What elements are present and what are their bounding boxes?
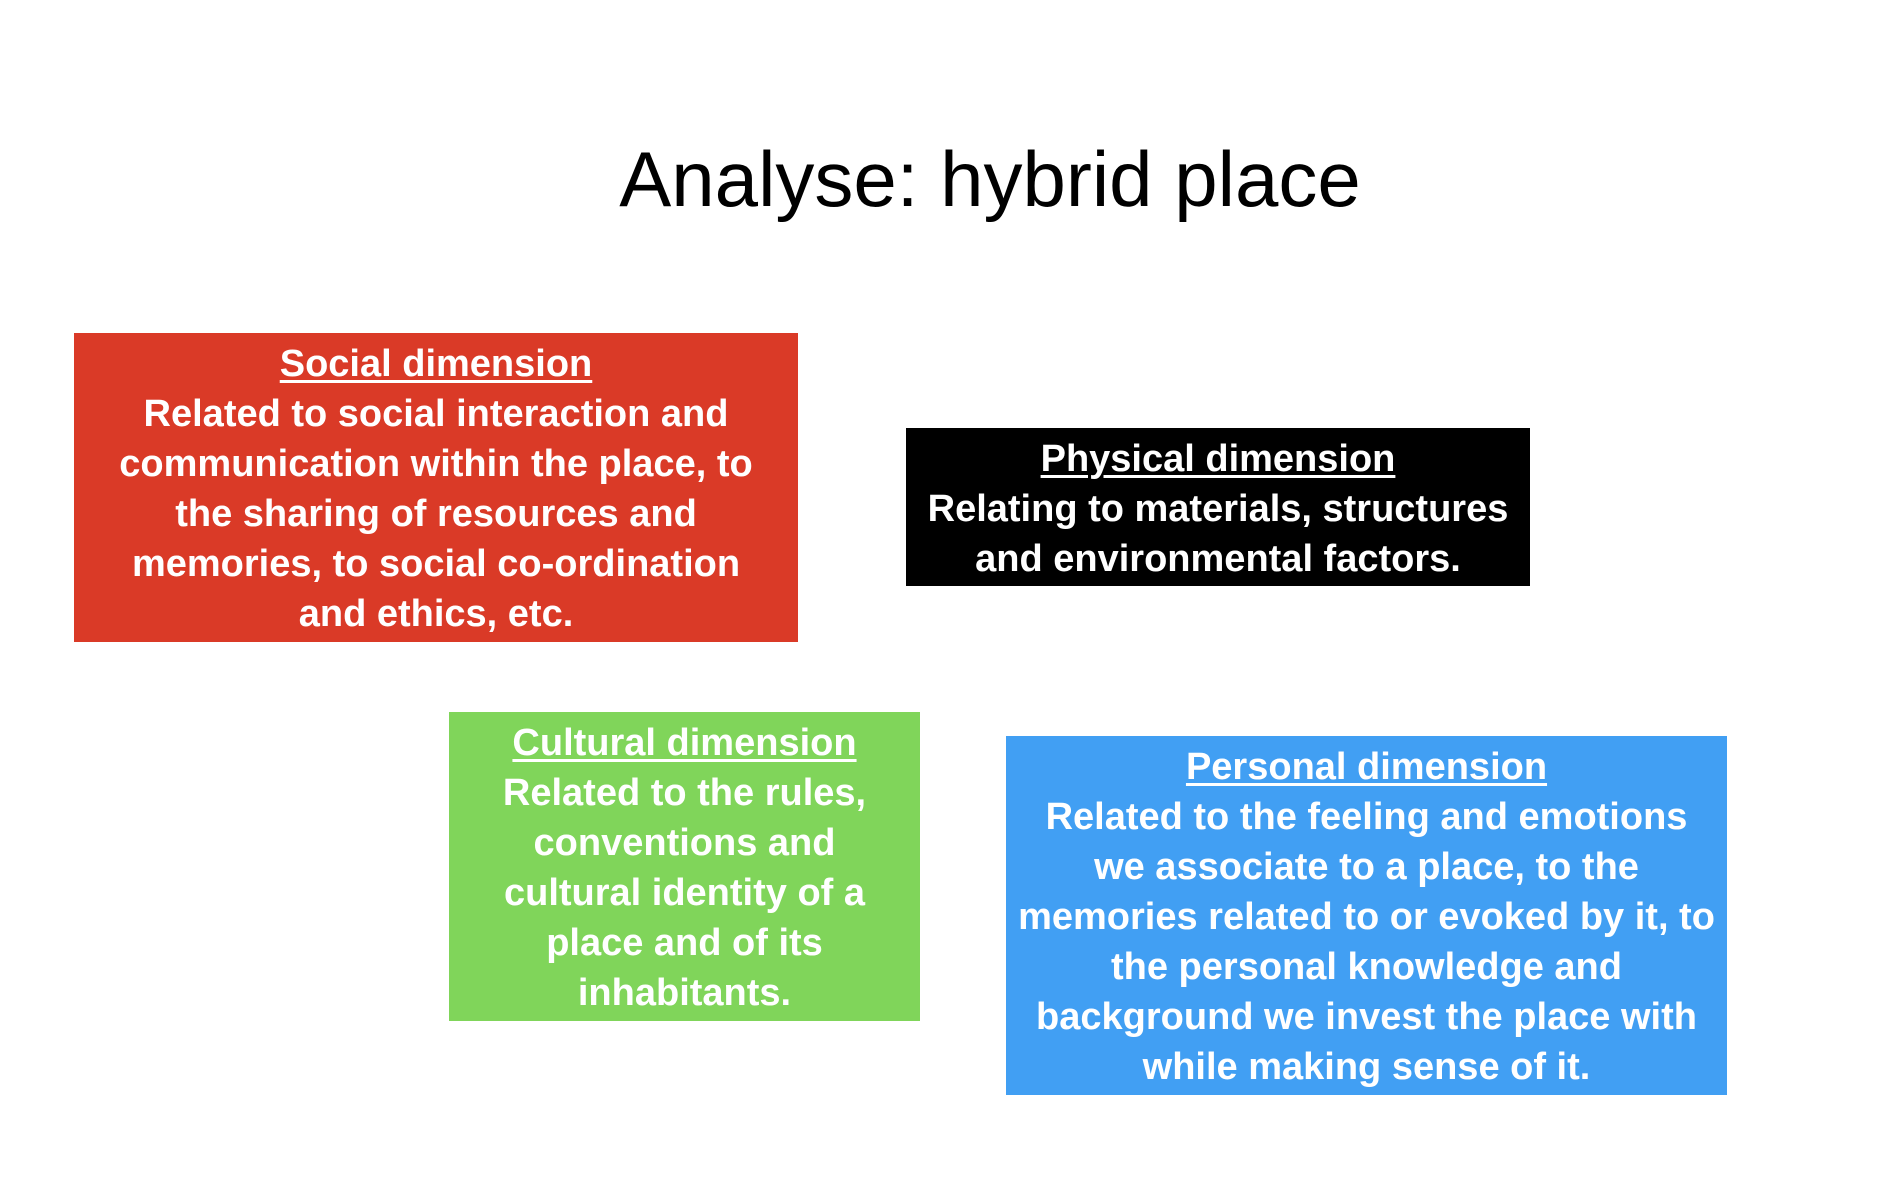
- cultural-dimension-box: Cultural dimension Related to the rules,…: [449, 712, 920, 1021]
- slide-title-container: Analyse: hybrid place: [480, 140, 1500, 240]
- personal-dimension-heading: Personal dimension: [1185, 746, 1548, 788]
- cultural-dimension-heading: Cultural dimension: [512, 722, 857, 764]
- physical-dimension-heading: Physical dimension: [1040, 438, 1396, 480]
- social-dimension-text: Related to social interaction and commun…: [119, 393, 753, 635]
- slide-title: Analyse: hybrid place: [619, 135, 1361, 223]
- social-dimension-heading: Social dimension: [279, 343, 593, 385]
- social-dimension-box: Social dimension Related to social inter…: [74, 333, 798, 642]
- physical-dimension-text: Relating to materials, structures and en…: [927, 488, 1509, 580]
- cultural-dimension-text: Related to the rules, conventions and cu…: [502, 772, 867, 1014]
- personal-dimension-text: Related to the feeling and emotions we a…: [1018, 796, 1715, 1088]
- physical-dimension-box: Physical dimension Relating to materials…: [906, 428, 1530, 586]
- personal-dimension-box: Personal dimension Related to the feelin…: [1006, 736, 1727, 1095]
